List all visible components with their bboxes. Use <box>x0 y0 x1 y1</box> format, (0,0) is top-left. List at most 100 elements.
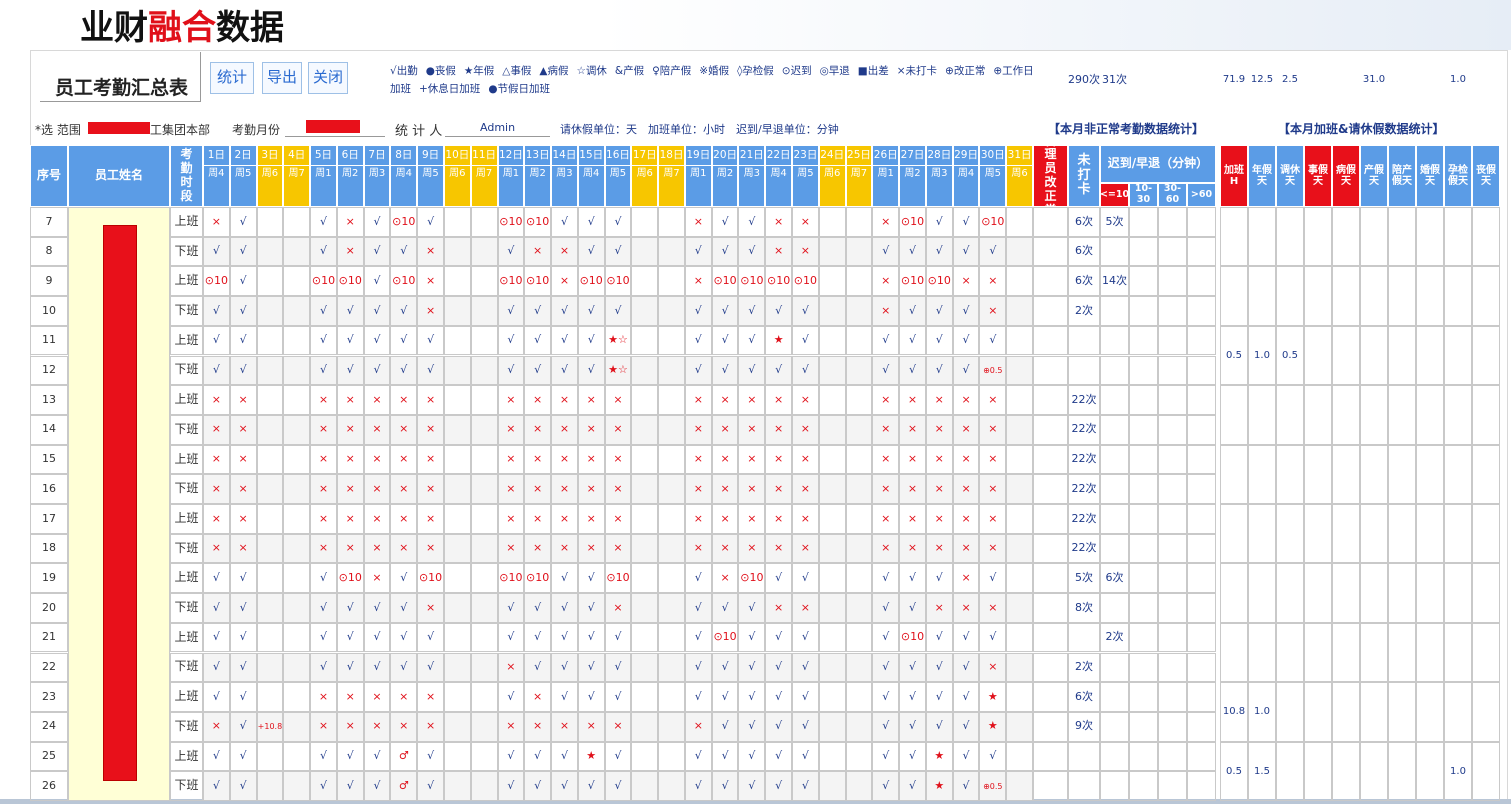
missing-cell <box>1068 325 1100 356</box>
leave-cell <box>1276 444 1304 504</box>
button[interactable]: 导出 <box>262 62 302 94</box>
leave-cell <box>1416 563 1444 623</box>
day-cell: ⊙10 <box>711 622 739 653</box>
day-cell: +10.8 <box>256 711 284 742</box>
leave-cell <box>1388 563 1416 623</box>
period-cell: 上班 <box>170 682 203 712</box>
day-cell: × <box>711 474 739 504</box>
leave-cell <box>1388 444 1416 504</box>
late-cell <box>1158 593 1187 623</box>
day-cell: √ <box>551 563 578 594</box>
leave-cell <box>1220 563 1248 623</box>
fix-cell <box>1033 622 1068 653</box>
total-leave: 12.5 <box>1250 74 1274 86</box>
period-cell: 上班 <box>170 504 203 534</box>
day-cell: × <box>925 474 953 504</box>
late-cell <box>1129 682 1158 712</box>
header-cell <box>336 145 364 207</box>
leave-cell <box>1416 504 1444 564</box>
day-cell: × <box>524 711 552 742</box>
day-cell: √ <box>203 296 230 326</box>
day-cell: ⊙10 <box>899 622 926 653</box>
day-label: 23日 <box>793 148 818 161</box>
day-cell: × <box>336 711 364 742</box>
day-cell <box>443 385 471 415</box>
day-cell: √ <box>899 563 926 594</box>
header-cell <box>417 145 444 207</box>
fix-cell <box>1033 355 1068 386</box>
day-cell: √ <box>524 593 552 623</box>
day-cell: × <box>497 444 525 475</box>
day-cell: × <box>417 266 444 297</box>
day-cell: √ <box>363 296 391 326</box>
seq-cell: 12 <box>30 355 68 386</box>
missing-cell: 2次 <box>1068 296 1100 326</box>
day-cell <box>283 266 311 297</box>
day-cell: × <box>417 385 444 415</box>
day-cell: √ <box>792 296 819 326</box>
day-cell: √ <box>952 682 980 712</box>
button[interactable]: 关闭 <box>308 62 348 94</box>
late-cell <box>1100 414 1129 445</box>
day-cell: √ <box>899 711 926 742</box>
day-cell: √ <box>872 711 900 742</box>
day-cell <box>818 593 846 623</box>
missing-cell: 6次 <box>1068 682 1100 712</box>
day-cell: × <box>711 533 739 564</box>
day-cell: √ <box>310 652 337 683</box>
day-cell: √ <box>497 296 525 326</box>
leave-cell <box>1276 266 1304 326</box>
header-cell: 孕检假天 <box>1444 145 1472 207</box>
day-cell: × <box>551 444 578 475</box>
day-cell: × <box>872 207 900 237</box>
leave-cell <box>1276 207 1304 267</box>
weekday-label: 周3 <box>925 165 953 181</box>
day-cell <box>845 504 873 534</box>
day-cell <box>818 533 846 564</box>
day-cell <box>256 563 284 594</box>
header-cell: 30-60 <box>1158 183 1187 207</box>
day-cell: ⊙10 <box>711 266 739 297</box>
day-cell: ⊙10 <box>497 563 525 594</box>
day-cell: √ <box>711 325 739 356</box>
day-cell: × <box>551 474 578 504</box>
leave-cell <box>1276 622 1304 683</box>
day-cell: √ <box>524 652 552 683</box>
day-cell: × <box>792 444 819 475</box>
day-cell: × <box>336 385 364 415</box>
top-band <box>600 0 1511 50</box>
legend-item: △事假 <box>502 65 532 77</box>
leave-cell: 1.0 <box>1444 741 1472 801</box>
day-cell <box>283 414 311 445</box>
day-cell: × <box>417 682 444 712</box>
late-cell <box>1187 296 1216 326</box>
day-cell <box>470 296 498 326</box>
day-cell: √ <box>899 771 926 801</box>
leave-cell <box>1332 622 1360 683</box>
button[interactable]: 统计 <box>210 62 254 94</box>
day-cell <box>631 474 659 504</box>
leave-cell <box>1360 207 1388 267</box>
day-cell <box>631 741 659 772</box>
day-cell <box>1006 474 1033 504</box>
header-cell <box>470 145 498 207</box>
leave-cell <box>1360 444 1388 504</box>
header-cell <box>577 145 605 207</box>
day-cell: × <box>229 385 257 415</box>
header-cell: 年假天 <box>1248 145 1276 207</box>
day-cell: √ <box>497 325 525 356</box>
title-part: 融合 <box>148 8 216 48</box>
missing-cell <box>1068 622 1100 653</box>
leave-cell <box>1472 741 1500 801</box>
day-cell: × <box>765 504 793 534</box>
leave-cell <box>1444 325 1472 386</box>
day-cell: ⊙10 <box>738 563 766 594</box>
day-cell: √ <box>952 622 980 653</box>
day-cell <box>470 414 498 445</box>
day-cell: × <box>738 533 766 564</box>
fix-cell <box>1033 474 1068 504</box>
seq-cell: 21 <box>30 622 68 653</box>
day-cell: √ <box>203 355 230 386</box>
title-part: 数据 <box>216 8 284 48</box>
day-cell <box>818 414 846 445</box>
